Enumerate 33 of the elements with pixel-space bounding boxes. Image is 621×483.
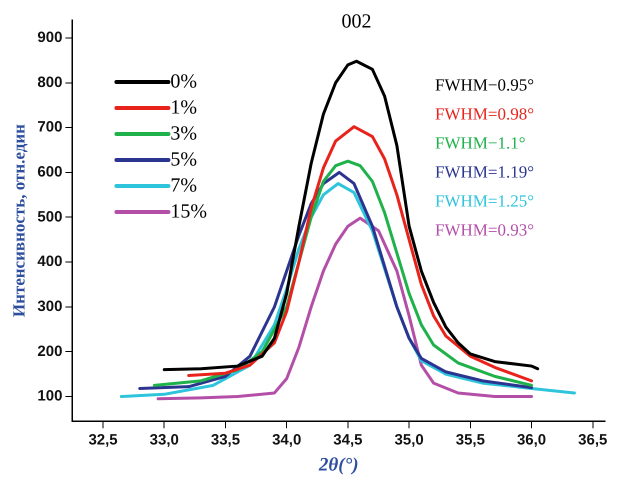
y-tick-label: 800 xyxy=(37,74,62,91)
annotation: 002 xyxy=(341,10,372,32)
x-tick-label: 35,0 xyxy=(394,431,424,448)
legend-label: 5% xyxy=(170,148,198,170)
y-tick-label: 400 xyxy=(37,253,62,270)
legend-label: 3% xyxy=(170,122,198,144)
x-tick-label: 33,0 xyxy=(150,431,179,448)
legend-label: 15% xyxy=(170,200,208,222)
x-axis-title: 2θ(°) xyxy=(318,454,359,476)
legend-label: 1% xyxy=(170,96,198,118)
legend-label: 7% xyxy=(170,174,198,196)
y-tick-label: 600 xyxy=(37,164,62,181)
annotation: FWHM−0.95° xyxy=(435,75,534,94)
y-tick-label: 300 xyxy=(37,298,62,316)
x-tick-label: 35,5 xyxy=(456,431,485,448)
annotation: FWHM=0.98° xyxy=(435,104,534,124)
x-tick-label: 36,0 xyxy=(516,431,546,448)
y-tick-label: 100 xyxy=(37,388,62,405)
y-tick-label: 200 xyxy=(37,342,62,360)
annotation: FWHM=1.25° xyxy=(435,191,534,210)
y-tick-label: 500 xyxy=(37,208,62,226)
annotation: FWHM=1.19° xyxy=(435,162,534,182)
x-tick-label: 33,5 xyxy=(210,431,240,448)
y-tick-label: 700 xyxy=(37,118,62,136)
x-tick-label: 36,5 xyxy=(578,431,608,448)
x-tick-label: 34,5 xyxy=(333,431,362,448)
legend-label: 0% xyxy=(170,70,198,92)
y-axis-title: Интенсивность, отн.един xyxy=(10,124,29,318)
x-tick-label: 32,5 xyxy=(88,431,118,448)
annotation: FWHM−1.1° xyxy=(435,133,526,152)
y-tick-label: 900 xyxy=(37,29,62,46)
annotation: FWHM=0.93° xyxy=(435,220,534,240)
x-tick-label: 34,0 xyxy=(272,431,302,448)
